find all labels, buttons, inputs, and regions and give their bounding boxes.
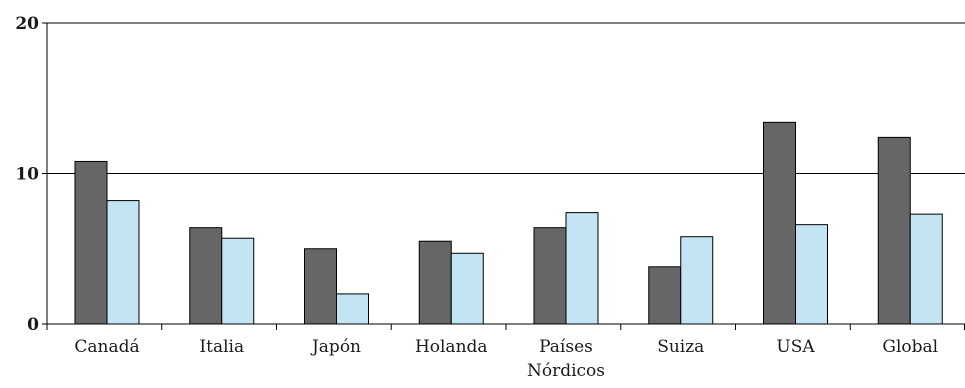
bar-series-2-6 <box>795 224 828 325</box>
bar-series-2-5 <box>680 236 714 325</box>
bar-series-2-0 <box>106 200 140 325</box>
bar-series-1-2 <box>304 248 337 325</box>
y-tick-label: 20 <box>15 14 39 34</box>
y-tick-label: 0 <box>27 315 39 335</box>
labels: 0 10 20 Canadá Italia Japón Holanda Países Nórdi… <box>15 14 938 381</box>
bar-series-1-1 <box>189 227 223 325</box>
bar-series-2-7 <box>909 213 943 325</box>
category-label: Italia <box>199 337 244 357</box>
bar-series-2-3 <box>450 252 484 325</box>
bar-series-1-7 <box>877 136 911 325</box>
bar-series-1-3 <box>418 240 452 325</box>
y-tick-label: 10 <box>15 165 39 185</box>
bar-series-1-4 <box>533 227 567 325</box>
category-label: Japón <box>310 337 361 357</box>
bar-series-2-2 <box>336 293 369 325</box>
category-label: Holanda <box>415 337 488 357</box>
category-label: Canadá <box>74 337 139 357</box>
axes <box>42 22 965 330</box>
bar-series-2-4 <box>565 212 599 325</box>
category-label: USA <box>776 337 815 357</box>
category-label: Suiza <box>657 337 704 357</box>
gridlines <box>47 22 965 174</box>
bars <box>74 121 943 325</box>
bar-series-1-5 <box>648 266 682 325</box>
bar-series-1-0 <box>74 160 108 325</box>
bar-series-2-1 <box>221 237 255 325</box>
bar-series-1-6 <box>763 121 796 325</box>
category-label: Países Nórdicos <box>527 337 605 381</box>
category-label: Global <box>882 337 938 357</box>
